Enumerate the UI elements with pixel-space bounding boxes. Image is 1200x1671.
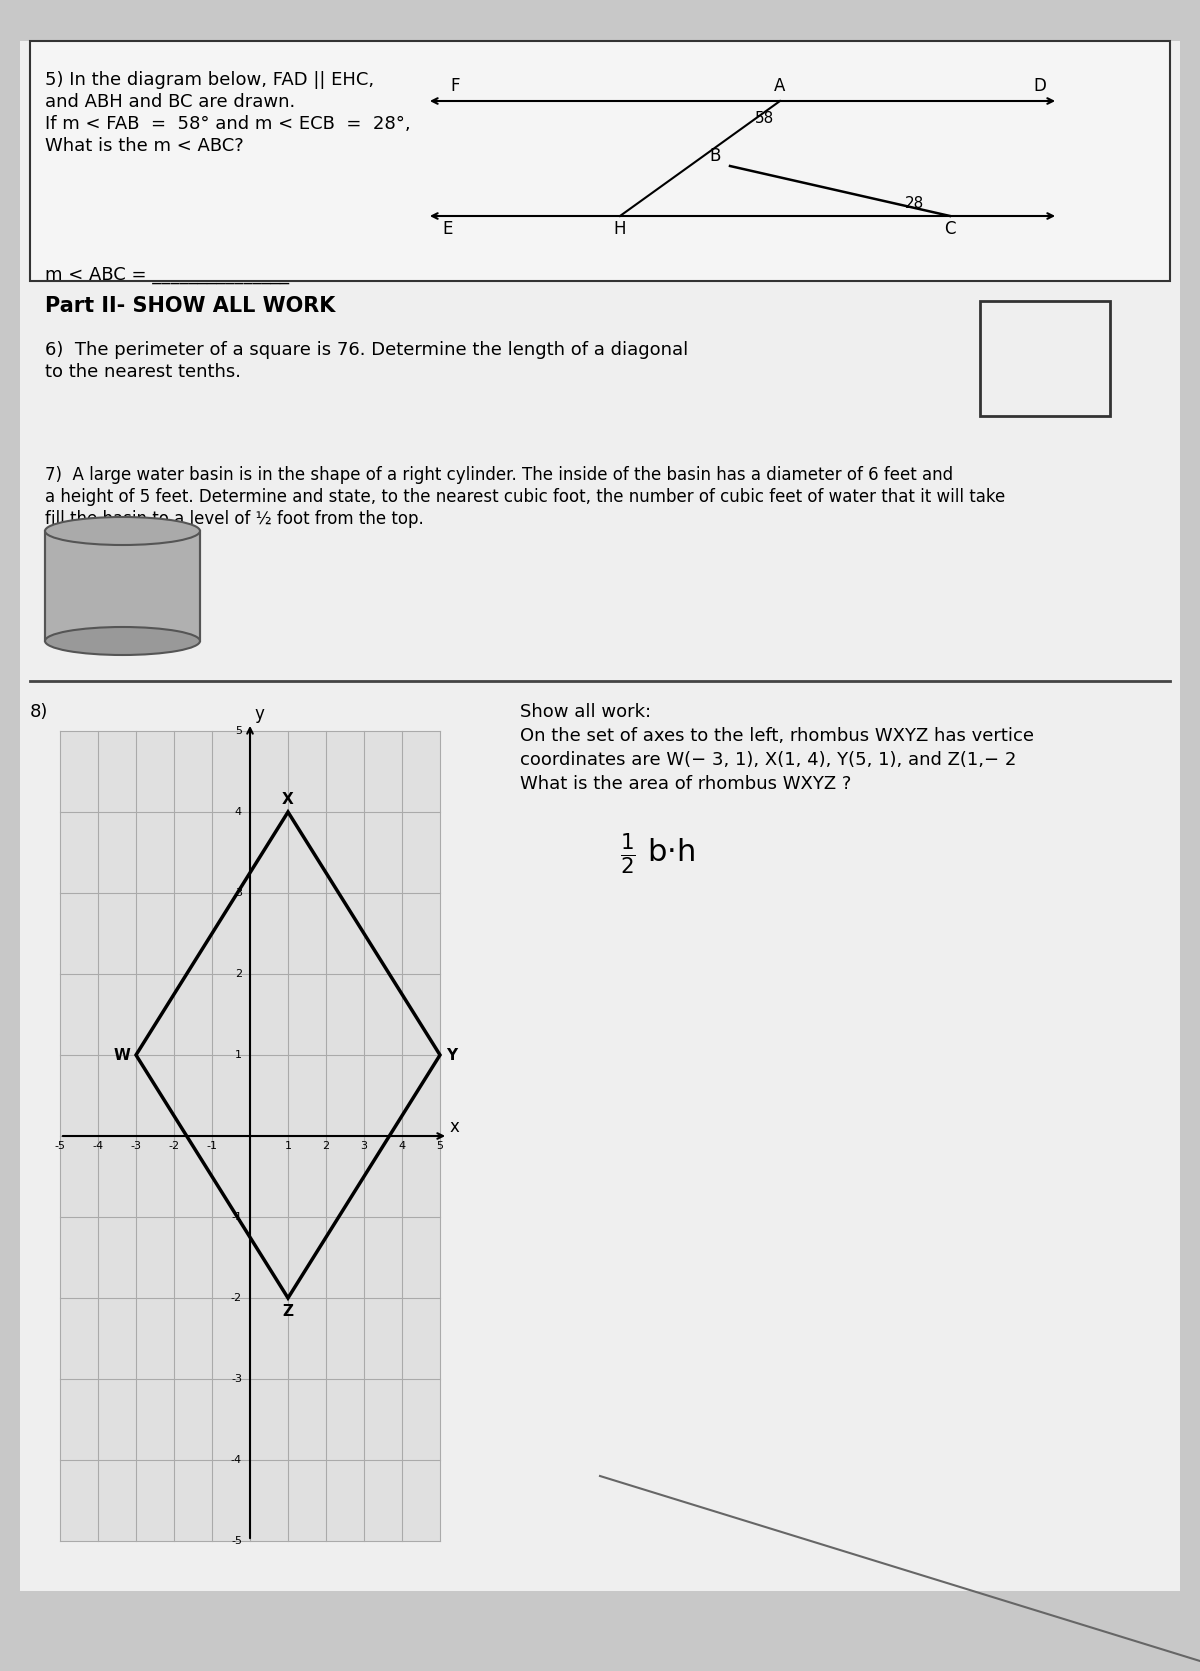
Bar: [60, 730, 440, 1541]
Text: F: F: [450, 77, 460, 95]
Text: Y: Y: [446, 1048, 457, 1063]
Text: -1: -1: [230, 1211, 242, 1222]
Text: -3: -3: [230, 1374, 242, 1384]
Text: 5: 5: [235, 725, 242, 735]
Text: 8): 8): [30, 703, 48, 720]
Text: -5: -5: [230, 1536, 242, 1546]
Text: -1: -1: [206, 1141, 217, 1151]
Text: 2: 2: [323, 1141, 330, 1151]
Text: B: B: [709, 147, 721, 165]
Text: What is the area of rhombus WXYZ ?: What is the area of rhombus WXYZ ?: [520, 775, 851, 794]
Text: -4: -4: [92, 1141, 103, 1151]
Bar: [980, 301, 1110, 416]
Text: $\frac{1}{2}$ b$\cdot$h: $\frac{1}{2}$ b$\cdot$h: [620, 830, 695, 877]
Text: What is the m < ABC?: What is the m < ABC?: [46, 137, 244, 155]
Text: 5) In the diagram below, FAD || EHC,: 5) In the diagram below, FAD || EHC,: [46, 70, 374, 89]
Text: 1: 1: [235, 1049, 242, 1059]
Text: x: x: [450, 1118, 460, 1136]
Text: -4: -4: [230, 1455, 242, 1465]
Ellipse shape: [46, 516, 200, 545]
Text: 58: 58: [755, 110, 774, 125]
Text: 7)  A large water basin is in the shape of a right cylinder. The inside of the b: 7) A large water basin is in the shape o…: [46, 466, 953, 485]
Text: -3: -3: [131, 1141, 142, 1151]
Text: 5: 5: [437, 1141, 444, 1151]
Text: W: W: [114, 1048, 131, 1063]
Text: to the nearest tenths.: to the nearest tenths.: [46, 363, 241, 381]
Text: 3: 3: [235, 887, 242, 897]
Text: 2: 2: [235, 969, 242, 979]
Text: H: H: [613, 221, 626, 237]
Text: -5: -5: [54, 1141, 66, 1151]
Text: E: E: [443, 221, 454, 237]
Ellipse shape: [46, 627, 200, 655]
Bar: [30, 42, 1170, 281]
Text: coordinates are W(− 3, 1), X(1, 4), Y(5, 1), and Z(1,− 2: coordinates are W(− 3, 1), X(1, 4), Y(5,…: [520, 750, 1016, 769]
Text: Z: Z: [282, 1305, 294, 1320]
Text: y: y: [254, 705, 264, 724]
Text: Show all work:: Show all work:: [520, 703, 652, 720]
Text: fill the basin to a level of ½ foot from the top.: fill the basin to a level of ½ foot from…: [46, 510, 424, 528]
Text: -2: -2: [230, 1293, 242, 1303]
Bar: [46, 531, 200, 642]
Text: 4: 4: [398, 1141, 406, 1151]
Text: Part II- SHOW ALL WORK: Part II- SHOW ALL WORK: [46, 296, 335, 316]
Text: On the set of axes to the left, rhombus WXYZ has vertice: On the set of axes to the left, rhombus …: [520, 727, 1034, 745]
Text: A: A: [774, 77, 786, 95]
Text: 3: 3: [360, 1141, 367, 1151]
Text: C: C: [944, 221, 955, 237]
Text: a height of 5 feet. Determine and state, to the nearest cubic foot, the number o: a height of 5 feet. Determine and state,…: [46, 488, 1006, 506]
Text: X: X: [282, 792, 294, 807]
Text: 1: 1: [284, 1141, 292, 1151]
Text: -2: -2: [168, 1141, 180, 1151]
Text: If m < FAB  =  58° and m < ECB  =  28°,: If m < FAB = 58° and m < ECB = 28°,: [46, 115, 410, 134]
Text: 28: 28: [905, 196, 924, 211]
Text: D: D: [1033, 77, 1046, 95]
Text: and ABH and BC are drawn.: and ABH and BC are drawn.: [46, 94, 295, 110]
Text: m < ABC = _______________: m < ABC = _______________: [46, 266, 289, 284]
Text: 6)  The perimeter of a square is 76. Determine the length of a diagonal: 6) The perimeter of a square is 76. Dete…: [46, 341, 689, 359]
Text: 4: 4: [235, 807, 242, 817]
